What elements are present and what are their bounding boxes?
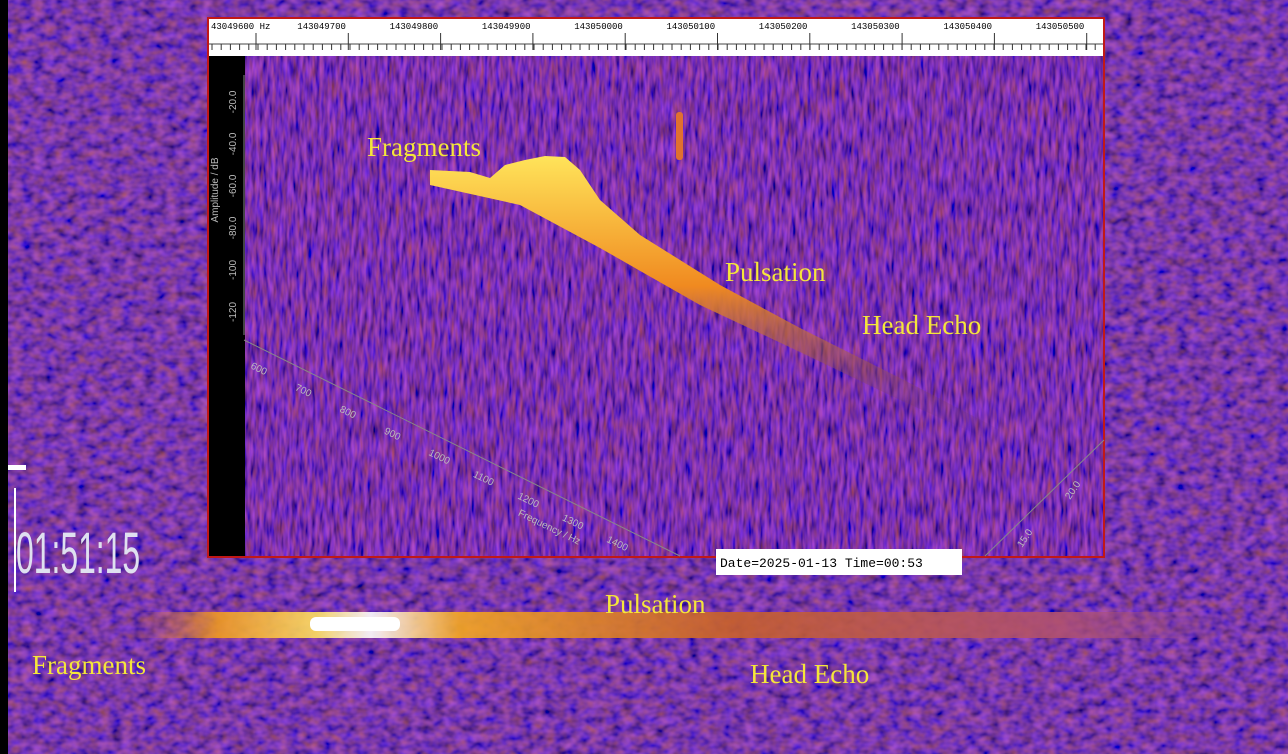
annotation: Pulsation (605, 589, 706, 619)
ruler-label: 143050000 (574, 22, 623, 32)
amplitude-tick-label: -60.0 (228, 174, 239, 197)
time-axis-line (984, 439, 1105, 557)
streak-core (310, 617, 400, 631)
frequency-ruler (209, 19, 1103, 56)
ruler-label: 143050500 (1036, 22, 1085, 32)
ruler-label: 143049700 (297, 22, 346, 32)
ruler-label: 143050400 (943, 22, 992, 32)
ruler-label: 143050100 (667, 22, 716, 32)
annotation: Head Echo (862, 310, 981, 340)
amplitude-tick-label: -40.0 (228, 132, 239, 155)
clock: 01:51:15 (16, 521, 140, 585)
ruler-label: 143049800 (390, 22, 439, 32)
inset: Amplitude / dB Frequency / Hz Fragments … (207, 17, 1105, 575)
amplitude-tick-label: -100 (228, 260, 239, 280)
marker-line (14, 488, 16, 592)
ruler-label: 43049600 Hz (211, 22, 270, 32)
meteor-streak (130, 612, 1225, 638)
spike (676, 112, 683, 160)
annotation: Fragments (367, 132, 481, 162)
left-edge (0, 0, 8, 754)
amplitude-tick-label: -20.0 (228, 90, 239, 113)
amplitude-tick-label: -80.0 (228, 216, 239, 239)
amplitude-axis-title: Amplitude / dB (210, 157, 221, 222)
meteor-ridge (430, 156, 1000, 445)
ruler-label: 143049900 (482, 22, 531, 32)
annotation: Fragments (32, 650, 146, 680)
date-time-stamp: Date=2025-01-13 Time=00:53 (720, 556, 923, 571)
annotation: Head Echo (750, 659, 869, 689)
ruler-label: 143050300 (851, 22, 900, 32)
frequency-axis-line (243, 339, 681, 557)
amplitude-tick-label: -120 (228, 302, 239, 322)
ruler-label: 143050200 (759, 22, 808, 32)
annotation: Pulsation (725, 257, 826, 287)
stamp-box (716, 549, 962, 575)
marker (8, 465, 26, 470)
